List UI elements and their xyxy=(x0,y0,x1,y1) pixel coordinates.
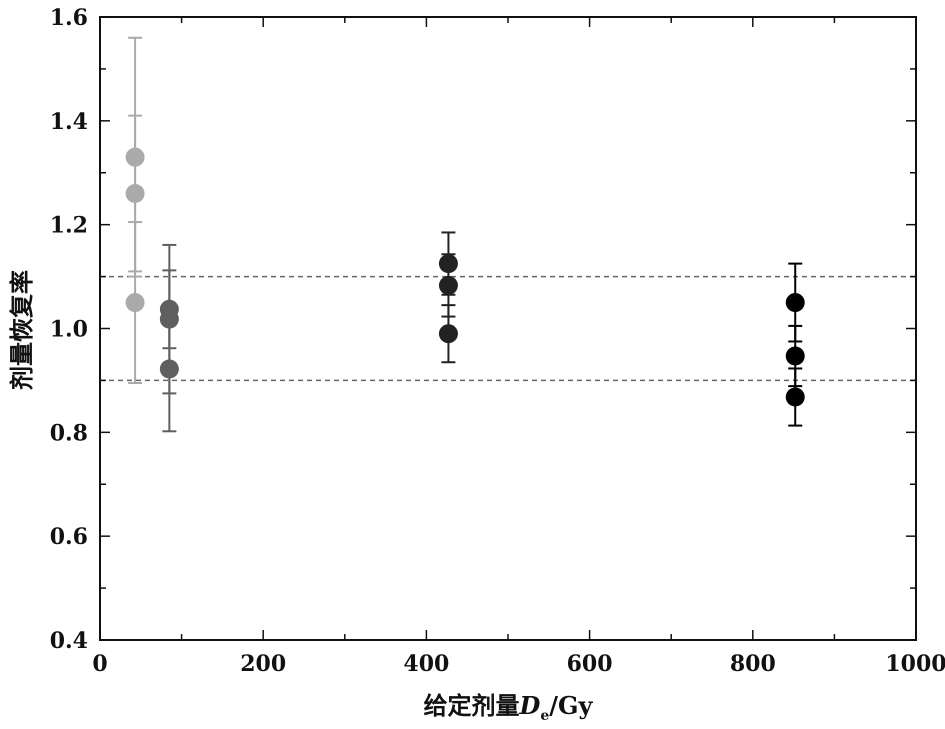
data-point xyxy=(438,324,458,344)
x-tick-label: 200 xyxy=(240,651,286,677)
y-tick-label: 1.2 xyxy=(50,213,88,239)
data-point xyxy=(785,293,805,313)
y-tick-label: 1.0 xyxy=(50,317,88,343)
x-axis-title-subscript: e xyxy=(540,708,549,724)
x-axis-title-prefix: 给定剂量 xyxy=(424,691,520,720)
y-tick-label: 1.4 xyxy=(50,109,88,135)
x-axis-title-suffix: /Gy xyxy=(549,691,593,720)
y-tick-label: 1.6 xyxy=(50,5,88,31)
data-point xyxy=(438,254,458,274)
data-point xyxy=(159,309,179,329)
y-tick-labels: 0.4 0.6 0.8 1.0 1.2 1.4 1.6 xyxy=(50,5,88,654)
x-tick-label: 800 xyxy=(730,651,776,677)
y-tick-label: 0.6 xyxy=(50,524,88,550)
x-tick-label: 400 xyxy=(403,651,449,677)
x-tick-label: 600 xyxy=(567,651,613,677)
data-point xyxy=(438,275,458,295)
x-tick-label: 0 xyxy=(92,651,107,677)
x-axis-title: 给定剂量De/Gy xyxy=(424,691,594,724)
data-point xyxy=(125,293,145,313)
reference-lines xyxy=(100,275,916,382)
data-point xyxy=(159,359,179,379)
data-points xyxy=(125,36,805,433)
data-point xyxy=(785,346,805,366)
data-point xyxy=(125,147,145,167)
axis-ticks xyxy=(99,16,917,641)
y-tick-label: 0.8 xyxy=(50,420,88,446)
x-tick-label: 1000 xyxy=(885,651,945,677)
x-axis-title-symbol: D xyxy=(519,691,541,720)
plot-area-frame xyxy=(99,16,917,641)
data-point xyxy=(785,387,805,407)
y-tick-label: 0.4 xyxy=(50,628,88,654)
data-point xyxy=(125,184,145,204)
x-tick-labels: 0 200 400 600 800 1000 xyxy=(92,651,945,677)
y-axis-title: 剂量恢复率 xyxy=(7,270,36,390)
